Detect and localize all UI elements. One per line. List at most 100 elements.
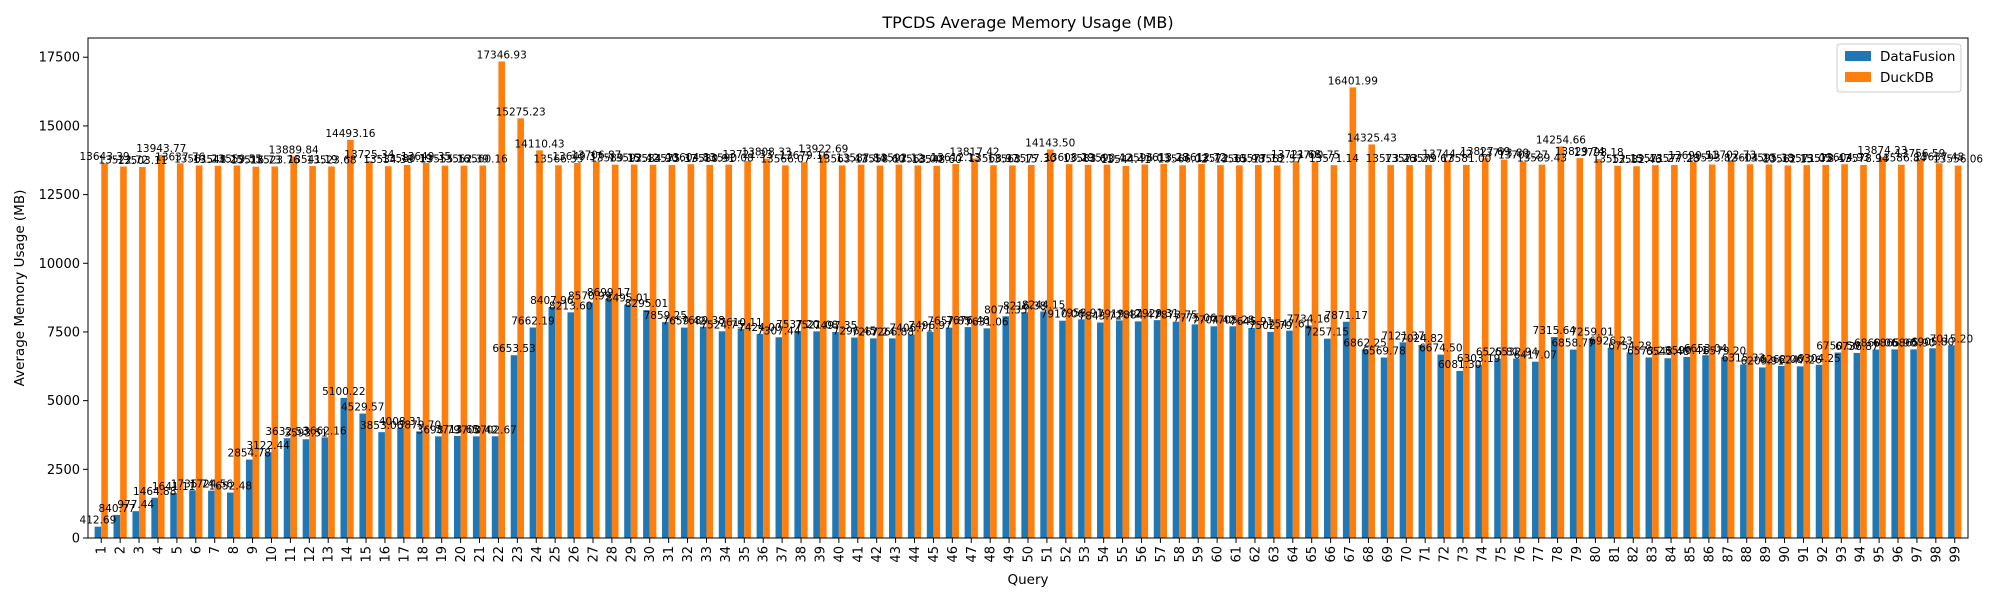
value-label-datafusion-q41: 7296.45 xyxy=(833,326,876,338)
bar-datafusion-q41 xyxy=(851,337,858,538)
value-label-duckdb-q25: 13566.35 xyxy=(533,153,583,165)
bar-datafusion-q8 xyxy=(227,492,234,538)
bar-datafusion-q76 xyxy=(1513,358,1520,538)
bar-datafusion-q94 xyxy=(1853,352,1861,538)
value-label-datafusion-q52: 7910.06 xyxy=(1041,309,1085,321)
bar-datafusion-q15 xyxy=(359,413,367,538)
x-tick-label-q65: 65 xyxy=(1305,546,1320,563)
bar-datafusion-q55 xyxy=(1115,320,1123,538)
value-label-duckdb-q11: 13889.84 xyxy=(269,144,319,156)
legend-label-duckdb: DuckDB xyxy=(1880,70,1934,86)
bar-duckdb-q26 xyxy=(574,163,581,538)
value-label-duckdb-q75: 13773.89 xyxy=(1479,148,1529,160)
bar-datafusion-q74 xyxy=(1475,364,1482,538)
bar-duckdb-q30 xyxy=(649,164,657,539)
y-tick-label: 17500 xyxy=(39,51,80,66)
bar-duckdb-q61 xyxy=(1236,165,1243,538)
bar-datafusion-q87 xyxy=(1721,357,1728,538)
x-tick-label-q77: 77 xyxy=(1532,546,1547,563)
bar-datafusion-q78 xyxy=(1550,337,1558,538)
value-label-duckdb-q39: 13922.69 xyxy=(798,144,848,156)
value-label-datafusion-q82: 6754.28 xyxy=(1608,340,1651,352)
value-labels-layer: 412.69840.77977.441464.881641.111735.741… xyxy=(79,49,1983,526)
value-label-datafusion-q80: 7259.01 xyxy=(1570,327,1613,339)
bar-datafusion-q20 xyxy=(453,435,461,538)
value-label-duckdb-q52: 13608.29 xyxy=(1044,152,1094,164)
value-label-duckdb-q67: 16401.99 xyxy=(1328,75,1378,87)
value-label-duckdb-q43: 13592.12 xyxy=(874,153,924,165)
bar-duckdb-q69 xyxy=(1387,165,1394,539)
value-label-datafusion-q69: 6569.78 xyxy=(1362,346,1405,358)
value-label-datafusion-q47: 7676.48 xyxy=(946,315,989,327)
bar-datafusion-q90 xyxy=(1777,365,1785,538)
bar-duckdb-q36 xyxy=(763,158,770,538)
bar-datafusion-q33 xyxy=(699,326,707,538)
bar-duckdb-q85 xyxy=(1689,161,1697,538)
value-label-datafusion-q30: 8295.01 xyxy=(625,298,668,310)
bar-duckdb-q48 xyxy=(990,165,997,539)
x-tick-label-q20: 20 xyxy=(454,546,469,563)
x-tick-label-q9: 9 xyxy=(246,546,261,554)
value-label-datafusion-q83: 6573.23 xyxy=(1627,345,1670,357)
value-label-datafusion-q93: 6750.50 xyxy=(1816,341,1859,353)
value-label-duckdb-q55: 13544.41 xyxy=(1101,154,1151,166)
value-label-duckdb-q24: 14110.43 xyxy=(515,138,565,150)
x-tick-label-q87: 87 xyxy=(1721,546,1736,563)
value-label-datafusion-q40: 7497.35 xyxy=(814,320,857,332)
bar-duckdb-q96 xyxy=(1898,164,1905,539)
bar-duckdb-q32 xyxy=(687,164,695,539)
bar-duckdb-q95 xyxy=(1879,156,1886,538)
bar-duckdb-q74 xyxy=(1481,158,1489,538)
value-label-datafusion-q14: 5100.22 xyxy=(322,386,365,398)
value-label-duckdb-q99: 13556.06 xyxy=(1933,154,1983,166)
x-tick-label-q98: 98 xyxy=(1929,546,1944,563)
bar-datafusion-q42 xyxy=(870,338,877,538)
value-label-datafusion-q21: 3700.42 xyxy=(454,424,497,436)
value-label-duckdb-q58: 13566.02 xyxy=(1158,153,1208,165)
x-tick-label-q71: 71 xyxy=(1419,546,1434,563)
x-tick-label-q54: 54 xyxy=(1097,546,1112,563)
x-tick-label-q35: 35 xyxy=(738,546,753,563)
value-label-duckdb-q13: 13523.68 xyxy=(306,154,356,166)
x-tick-label-q58: 58 xyxy=(1173,546,1188,563)
value-label-duckdb-q95: 13874.23 xyxy=(1857,145,1907,157)
bar-duckdb-q60 xyxy=(1217,165,1224,538)
value-label-datafusion-q66: 7257.15 xyxy=(1306,327,1349,339)
bar-duckdb-q59 xyxy=(1198,164,1205,538)
bar-datafusion-q22 xyxy=(491,436,499,538)
value-label-datafusion-q9: 2854.78 xyxy=(228,448,271,460)
bar-datafusion-q97 xyxy=(1910,349,1917,538)
value-label-duckdb-q70: 13573.26 xyxy=(1385,153,1435,165)
value-label-datafusion-q18: 3879.70 xyxy=(398,419,441,431)
bar-duckdb-q54 xyxy=(1103,164,1111,538)
x-tick-label-q96: 96 xyxy=(1892,546,1907,563)
value-label-duckdb-q31: 13575.37 xyxy=(647,153,697,165)
value-label-duckdb-q86: 13593.82 xyxy=(1687,153,1737,165)
x-tick-label-q72: 72 xyxy=(1438,546,1453,563)
value-label-duckdb-q23: 15275.23 xyxy=(496,106,546,118)
value-label-datafusion-q32: 7659.42 xyxy=(663,316,706,328)
bar-duckdb-q51 xyxy=(1046,149,1054,538)
bar-duckdb-q67 xyxy=(1349,87,1357,539)
value-label-duckdb-q83: 13571.27 xyxy=(1630,153,1680,165)
bar-duckdb-q82 xyxy=(1633,166,1640,539)
x-tick-label-q70: 70 xyxy=(1400,546,1415,563)
value-label-duckdb-q7: 13548.25 xyxy=(193,154,243,166)
value-label-duckdb-q81: 13552.15 xyxy=(1593,154,1643,166)
value-label-datafusion-q23: 6653.53 xyxy=(492,343,535,355)
bar-duckdb-q12 xyxy=(309,165,316,539)
x-tick-label-q29: 29 xyxy=(624,546,639,563)
value-label-duckdb-q36: 13808.33 xyxy=(741,147,791,159)
x-tick-label-q43: 43 xyxy=(889,546,904,563)
value-label-datafusion-q76: 6532.94 xyxy=(1495,347,1539,359)
value-label-duckdb-q46: 13612.13 xyxy=(931,152,981,164)
value-label-duckdb-q84: 13577.28 xyxy=(1649,153,1699,165)
value-label-datafusion-q87: 6579.20 xyxy=(1703,345,1746,357)
value-label-duckdb-q28: 13589.15 xyxy=(590,153,640,165)
value-label-duckdb-q6: 13561.23 xyxy=(174,153,224,165)
bar-datafusion-q99 xyxy=(1948,345,1955,538)
value-label-duckdb-q78: 14254.66 xyxy=(1536,134,1586,146)
bar-datafusion-q25 xyxy=(548,307,556,538)
value-label-duckdb-q48: 13568.97 xyxy=(968,153,1018,165)
x-tick-label-q78: 78 xyxy=(1551,546,1566,563)
